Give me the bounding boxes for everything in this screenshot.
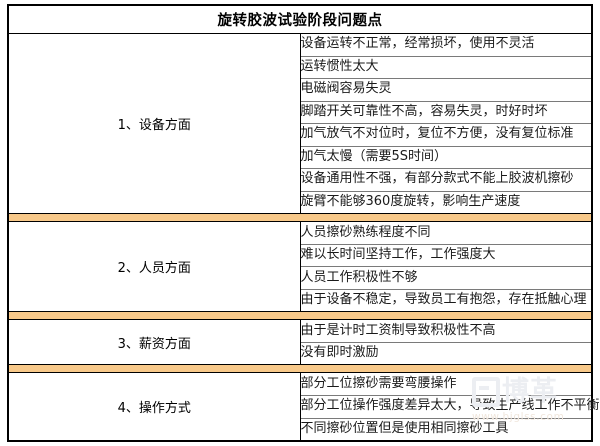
table-row: 电磁阀容易失灵 [9, 78, 591, 102]
list-item: 没有即时激励 [300, 342, 591, 365]
group-label-salary: 3、薪资方面 [9, 319, 301, 365]
list-item: 不同擦砂位置但是使用相同擦砂工具 [300, 418, 591, 440]
table-row: 旋臂不能够360度旋转，影响生产速度 [9, 191, 591, 214]
table-body: 旋转胶波试验阶段问题点 1、设备方面 设备运转不正常，经常损坏，使用不灵活 运转… [9, 6, 600, 440]
group-separator-band [9, 311, 591, 321]
table-row: 2、人员方面 人员擦砂熟练程度不同 [9, 221, 591, 312]
group-separator-band [9, 213, 591, 223]
list-item: 设备通用性不强，有部分款式不能上胶波机擦砂 [300, 168, 591, 192]
list-item: 部分工位擦砂需要弯腰操作 [300, 372, 591, 396]
table-row: 4、操作方式 部分工位擦砂需要弯腰操作 [9, 372, 591, 440]
table-row: 没有即时激励 [9, 342, 591, 365]
group-label-operation: 4、操作方式 [9, 372, 301, 440]
list-item: 电磁阀容易失灵 [300, 78, 591, 102]
table-row: 设备通用性不强，有部分款式不能上胶波机擦砂 [9, 168, 591, 192]
table-row: 部分工位操作强度差异太大，导致生产线工作不平衡 [9, 395, 600, 419]
table-row: 人员工作积极性不够 [9, 266, 591, 290]
problem-point-table: 旋转胶波试验阶段问题点 1、设备方面 设备运转不正常，经常损坏，使用不灵活 运转… [9, 6, 600, 440]
list-item: 运转惯性太大 [300, 56, 591, 80]
table-row: 由于设备不稳定，导致员工有抱怨，存在抵触心理 [9, 289, 591, 312]
list-item: 人员擦砂熟练程度不同 [300, 221, 591, 245]
list-item: 脚踏开关可靠性不高，容易失灵，时好时坏 [300, 101, 591, 125]
group-separator-band [9, 364, 591, 374]
problem-point-table-sheet: 旋转胶波试验阶段问题点 1、设备方面 设备运转不正常，经常损坏，使用不灵活 运转… [7, 4, 600, 442]
group-label-personnel: 2、人员方面 [9, 221, 301, 312]
group-label-equipment: 1、设备方面 [9, 33, 301, 214]
table-row: 1、设备方面 设备运转不正常，经常损坏，使用不灵活 [9, 33, 591, 214]
page-title: 旋转胶波试验阶段问题点 [9, 6, 591, 34]
table-row: 加气放气不对位时，复位不方便，没有复位标准 [9, 123, 591, 147]
group-separator [9, 311, 591, 321]
group-separator [9, 213, 591, 223]
list-item: 难以长时间坚持工作，工作强度大 [300, 244, 591, 268]
list-item: 人员工作积极性不够 [300, 266, 591, 290]
list-item: 部分工位操作强度差异太大，导致生产线工作不平衡 [300, 395, 600, 419]
title-row: 旋转胶波试验阶段问题点 [9, 6, 591, 34]
list-item: 设备运转不正常，经常损坏，使用不灵活 [300, 33, 591, 57]
table-row: 脚踏开关可靠性不高，容易失灵，时好时坏 [9, 101, 591, 125]
list-item: 由于是计时工资制导致积极性不高 [300, 319, 591, 343]
list-item: 加气太慢（需要5S时间） [300, 146, 591, 170]
list-item: 由于设备不稳定，导致员工有抱怨，存在抵触心理 [300, 289, 591, 312]
table-row: 运转惯性太大 [9, 56, 591, 80]
group-separator [9, 364, 591, 374]
list-item: 加气放气不对位时，复位不方便，没有复位标准 [300, 123, 591, 147]
table-row: 难以长时间坚持工作，工作强度大 [9, 244, 591, 268]
table-row: 不同擦砂位置但是使用相同擦砂工具 [9, 418, 591, 440]
list-item: 旋臂不能够360度旋转，影响生产速度 [300, 191, 591, 214]
table-row: 3、薪资方面 由于是计时工资制导致积极性不高 [9, 319, 591, 365]
table-row: 加气太慢（需要5S时间） [9, 146, 591, 170]
